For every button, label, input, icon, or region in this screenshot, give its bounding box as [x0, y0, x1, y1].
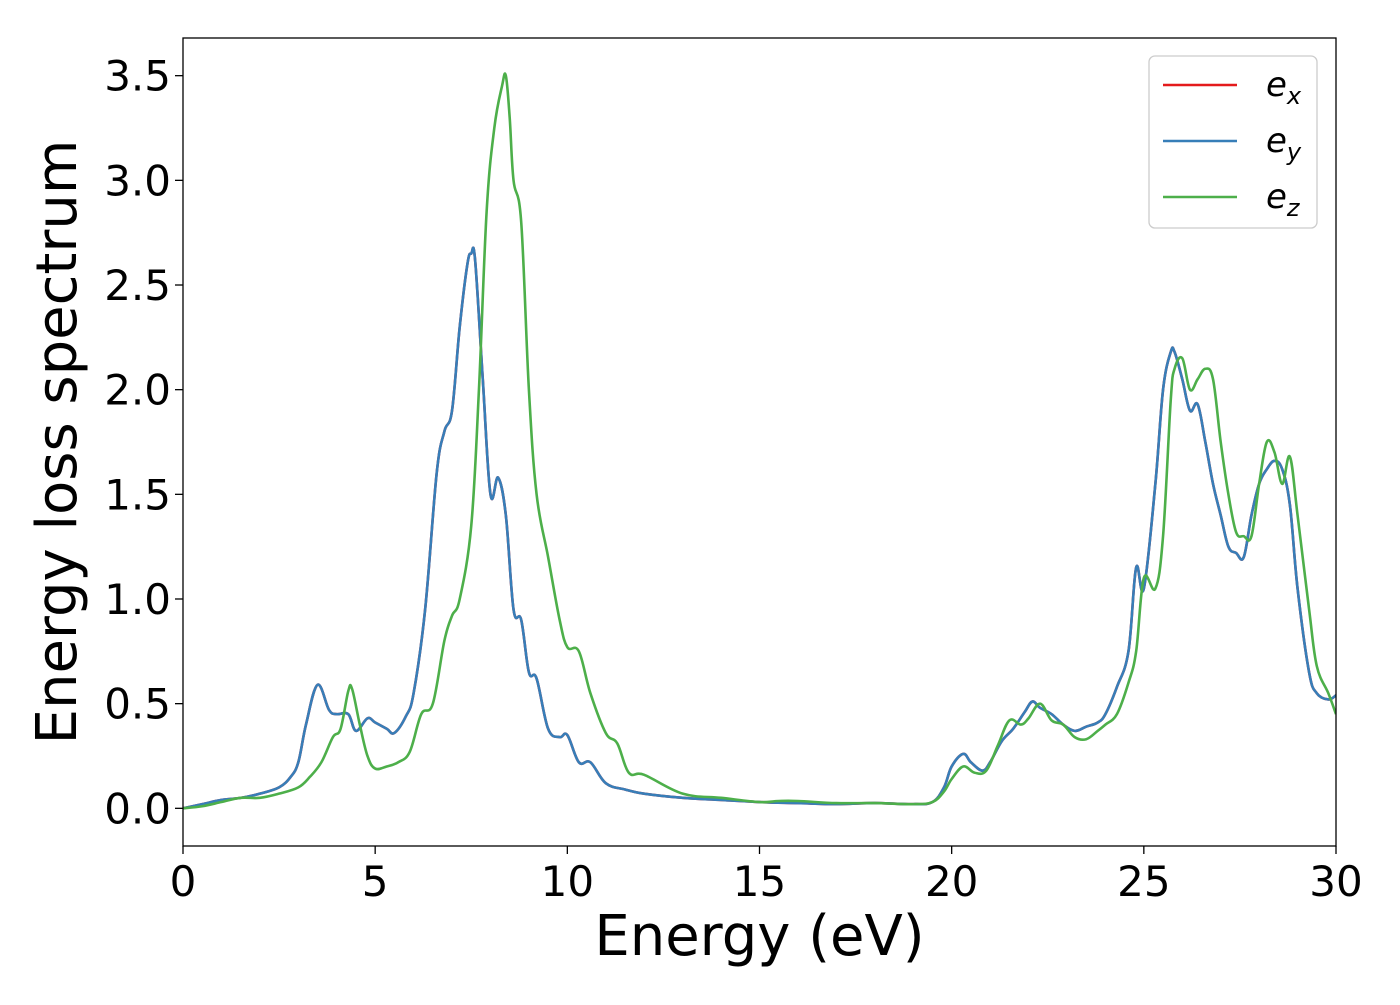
y-tick-label: 3.0 — [104, 156, 171, 205]
legend-item-y: ey — [1163, 121, 1302, 166]
plot-area — [183, 38, 1336, 846]
y-tick-label: 2.5 — [104, 261, 171, 310]
x-tick-label: 30 — [1309, 857, 1362, 906]
y-tick-label: 3.5 — [104, 52, 171, 101]
x-axis-ticks: 0 5 10 15 20 25 30 — [170, 846, 1363, 906]
y-tick-label: 0.5 — [104, 680, 171, 729]
legend-label-y: ey — [1266, 121, 1302, 166]
x-axis-title: Energy (eV) — [594, 904, 924, 969]
legend-label-x: ex — [1266, 65, 1302, 110]
x-tick-label: 25 — [1117, 857, 1170, 906]
x-tick-label: 0 — [170, 857, 197, 906]
series-layer — [183, 72, 1336, 810]
y-tick-label: 1.0 — [104, 575, 171, 624]
y-axis-title: Energy loss spectrum — [25, 140, 90, 745]
axes-background — [183, 38, 1336, 846]
legend-label-z: ez — [1266, 177, 1301, 222]
legend: ex ey ez — [1148, 55, 1318, 229]
legend-item-x: ex — [1163, 65, 1302, 110]
x-tick-label: 10 — [541, 857, 594, 906]
x-tick-label: 5 — [362, 857, 389, 906]
y-tick-label: 1.5 — [104, 470, 171, 519]
y-axis-ticks: 0.0 0.5 1.0 1.5 2.0 2.5 3.0 3.5 — [104, 52, 183, 833]
x-tick-label: 20 — [925, 857, 978, 906]
y-tick-label: 2.0 — [104, 366, 171, 415]
x-tick-label: 15 — [733, 857, 786, 906]
series-line-z — [183, 72, 1336, 810]
y-tick-label: 0.0 — [104, 784, 171, 833]
legend-item-z: ez — [1163, 177, 1301, 222]
